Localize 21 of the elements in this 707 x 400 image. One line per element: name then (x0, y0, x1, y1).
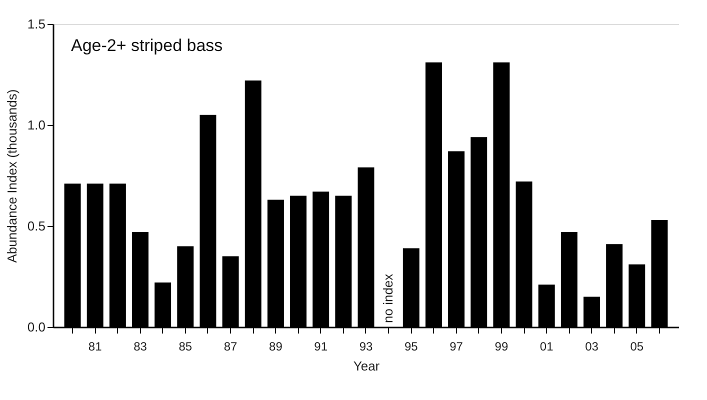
y-tick-label: 1.5 (27, 16, 46, 32)
y-tick-label: 1.0 (27, 118, 46, 132)
x-axis-title: Year (353, 358, 380, 374)
x-tick-label: 89 (269, 340, 283, 354)
y-tick-label: 0.5 (27, 218, 46, 234)
x-tick-label: 01 (540, 340, 554, 354)
x-tick-label: 95 (404, 340, 418, 354)
x-tick-label: 83 (134, 340, 148, 354)
y-tick-label: 0.0 (27, 320, 46, 334)
x-tick-label: 85 (178, 340, 192, 354)
x-tick-label: 91 (314, 340, 328, 354)
x-tick-label: 05 (630, 340, 644, 354)
x-tick-label: 81 (88, 340, 102, 354)
x-tick-label: 93 (359, 340, 373, 354)
annotation: no index (380, 273, 396, 323)
x-tick-label: 99 (494, 340, 508, 354)
text: Age-2+ striped bass (71, 36, 223, 55)
x-tick-label: 97 (450, 340, 464, 354)
x-tick-label: 87 (224, 340, 238, 354)
y-axis-title: Abundance Index (thousands) (4, 89, 20, 263)
x-tick-label: 03 (585, 340, 599, 354)
